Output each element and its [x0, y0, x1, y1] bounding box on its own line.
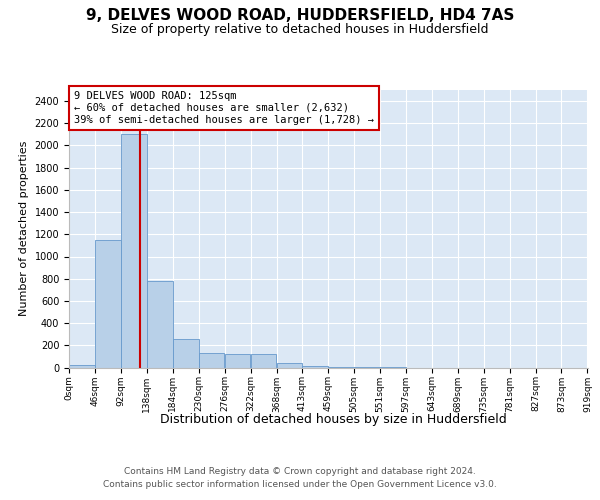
Y-axis label: Number of detached properties: Number of detached properties: [19, 141, 29, 316]
Bar: [69, 364, 95, 368]
Text: Size of property relative to detached houses in Huddersfield: Size of property relative to detached ho…: [111, 22, 489, 36]
Text: 9 DELVES WOOD ROAD: 125sqm
← 60% of detached houses are smaller (2,632)
39% of s: 9 DELVES WOOD ROAD: 125sqm ← 60% of deta…: [74, 92, 374, 124]
Bar: [121, 134, 146, 368]
Text: Distribution of detached houses by size in Huddersfield: Distribution of detached houses by size …: [160, 412, 506, 426]
Text: Contains public sector information licensed under the Open Government Licence v3: Contains public sector information licen…: [103, 480, 497, 489]
Bar: [173, 338, 199, 368]
Bar: [199, 353, 224, 368]
Bar: [95, 240, 121, 368]
Bar: [225, 354, 250, 368]
Bar: [354, 366, 380, 368]
Text: Contains HM Land Registry data © Crown copyright and database right 2024.: Contains HM Land Registry data © Crown c…: [124, 468, 476, 476]
Bar: [147, 281, 173, 368]
Bar: [277, 364, 302, 368]
Bar: [302, 366, 328, 368]
Text: 9, DELVES WOOD ROAD, HUDDERSFIELD, HD4 7AS: 9, DELVES WOOD ROAD, HUDDERSFIELD, HD4 7…: [86, 8, 514, 22]
Bar: [251, 354, 277, 368]
